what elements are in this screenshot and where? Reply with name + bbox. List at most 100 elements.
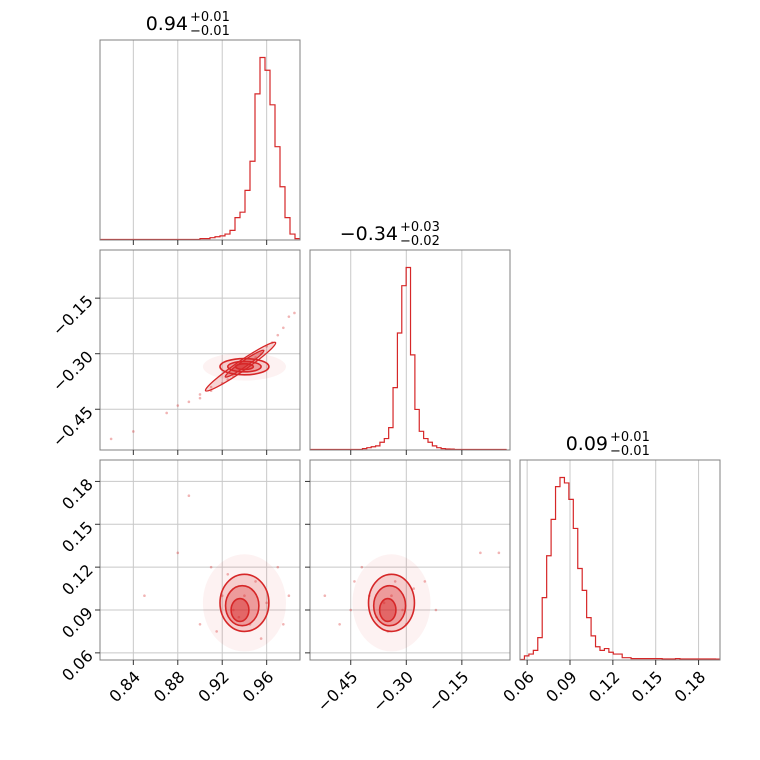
scatter-point xyxy=(176,551,180,555)
scatter-point xyxy=(287,594,291,598)
y-tick-label: 0.15 xyxy=(58,518,97,557)
x-tick-label: 0.88 xyxy=(150,667,189,706)
y-tick-label: 0.12 xyxy=(58,560,97,599)
x-tick-label: 0.84 xyxy=(105,667,144,706)
density-halo xyxy=(352,554,431,652)
panel-title-median-2: 0.09 xyxy=(566,433,608,455)
scatter-point xyxy=(198,393,202,396)
scatter-point xyxy=(360,565,364,569)
y-tick-label: 0.18 xyxy=(58,475,97,514)
scatter-point xyxy=(423,580,427,583)
scatter-point xyxy=(226,572,230,576)
scatter-point xyxy=(109,437,113,441)
ridge-contour-inner xyxy=(224,349,265,378)
contour-level-2 xyxy=(224,584,260,627)
panel-title-plus-1: +0.03 xyxy=(400,220,440,235)
scatter-point xyxy=(176,404,180,407)
contour-level-2 xyxy=(372,584,407,627)
scatter-point xyxy=(276,333,280,337)
panel-title-plus-2: +0.01 xyxy=(610,430,650,445)
axes-frame xyxy=(309,459,511,661)
scatter-point xyxy=(390,594,393,598)
scatter-point xyxy=(132,430,135,433)
x-tick-label: 0.18 xyxy=(671,667,710,706)
x-tick-label: 0.96 xyxy=(239,667,278,706)
scatter-point xyxy=(187,494,191,498)
scatter-point xyxy=(382,601,386,605)
x-tick-label: 0.15 xyxy=(628,667,667,706)
scatter-point xyxy=(243,594,246,598)
histogram-0 xyxy=(100,56,300,241)
y-tick-label: −0.15 xyxy=(49,292,97,340)
ridge-contour xyxy=(204,341,277,392)
histogram-panel-0 xyxy=(132,40,268,240)
axes-frame xyxy=(519,459,721,661)
panel-title-median-0: 0.94 xyxy=(146,13,188,35)
scatter-point xyxy=(282,326,285,330)
scatter-point xyxy=(401,608,404,612)
x-tick-label: 0.92 xyxy=(194,667,233,706)
histogram-1 xyxy=(310,266,507,451)
scatter-point xyxy=(198,622,202,626)
scatter-point xyxy=(393,580,397,583)
scatter-point xyxy=(165,411,168,415)
scatter-panel-2-0 xyxy=(100,460,300,660)
histogram-2 xyxy=(520,476,720,661)
scatter-point xyxy=(323,594,327,598)
scatter-point xyxy=(237,615,241,619)
scatter-point xyxy=(209,565,213,569)
ridge-1-0 xyxy=(204,341,277,392)
scatter-panel-2-1 xyxy=(310,460,510,660)
scatter-point xyxy=(254,580,257,583)
scatter-point xyxy=(293,311,296,315)
axes-frame xyxy=(99,249,301,451)
x-tick-label: −0.45 xyxy=(313,667,361,715)
scatter-point xyxy=(353,580,356,583)
x-tick-label: 0.06 xyxy=(499,667,538,706)
histogram-panel-2 xyxy=(526,460,700,660)
x-tick-label: −0.15 xyxy=(424,667,472,715)
contour-level-3 xyxy=(230,597,250,623)
panel-title-plus-0: +0.01 xyxy=(190,10,230,25)
scatter-point xyxy=(276,565,280,569)
scatter-point xyxy=(338,622,341,626)
contour-level-3 xyxy=(378,597,397,623)
axes-frame xyxy=(99,39,301,241)
panel-title-minus-2: −0.01 xyxy=(610,444,650,459)
scatter-point xyxy=(412,587,416,590)
y-tick-label: −0.45 xyxy=(49,403,97,451)
x-tick-label: −0.30 xyxy=(369,667,417,715)
scatter-point xyxy=(434,608,438,612)
x-tick-label: 0.09 xyxy=(542,667,581,706)
panel-title-minus-0: −0.01 xyxy=(190,24,230,39)
scatter-point xyxy=(282,622,285,626)
scatter-point xyxy=(287,315,291,318)
y-tick-label: 0.09 xyxy=(58,603,97,642)
scatter-point xyxy=(349,608,353,612)
y-tick-label: −0.30 xyxy=(49,347,97,395)
scatter-2-1 xyxy=(323,551,501,652)
scatter-point xyxy=(215,630,218,633)
scatter-point xyxy=(209,385,213,389)
scatter-point xyxy=(198,396,202,400)
panel-title-minus-1: −0.02 xyxy=(400,234,440,249)
scatter-point xyxy=(259,637,263,640)
scatter-point xyxy=(143,594,146,598)
histogram-line xyxy=(310,266,507,451)
scatter-2-0 xyxy=(143,494,291,652)
axes-frame xyxy=(309,249,511,451)
scatter-point xyxy=(265,601,268,605)
density-halo xyxy=(202,554,286,652)
axes-frame xyxy=(99,459,301,661)
scatter-point xyxy=(497,551,501,555)
x-tick-label: 0.12 xyxy=(585,667,624,706)
panel-title-median-1: −0.34 xyxy=(340,223,398,245)
scatter-point xyxy=(187,400,191,404)
histogram-line xyxy=(520,476,720,661)
y-tick-label: 0.06 xyxy=(58,646,97,685)
scatter-point xyxy=(232,608,235,612)
scatter-1-0 xyxy=(109,311,296,441)
histogram-line xyxy=(100,56,300,241)
